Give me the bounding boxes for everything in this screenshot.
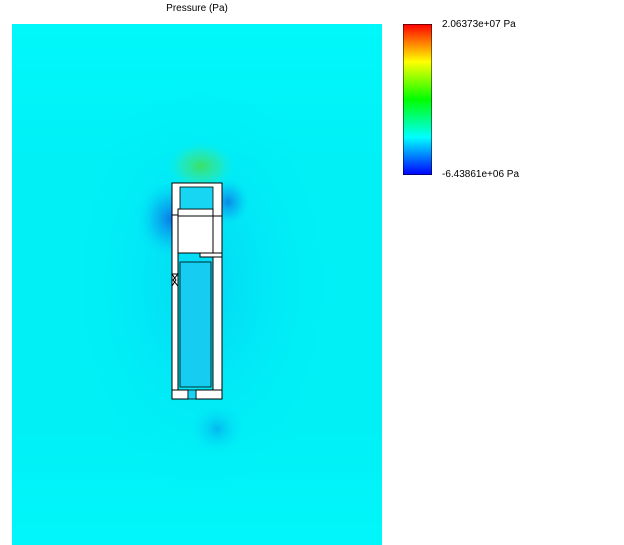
profile-cavities [179,186,214,400]
colorbar-min-label: -6.43861e+06 Pa [442,169,520,180]
profile-right-wall-upper [212,215,223,258]
pressure-field-plot [12,24,382,545]
profile-right-wall-lower [212,256,223,400]
profile-left-notch [171,273,180,400]
low-pressure-bottom [189,403,245,455]
profile-left-wall [171,214,179,275]
colorbar-max-label: 2.06373e+07 Pa [442,19,516,30]
cavity-top [179,186,214,210]
high-pressure-spot [165,140,237,192]
cavity-main [179,261,212,388]
colorbar-gradient [403,24,432,175]
profile-cross-section [171,182,223,400]
profile-top-inner [177,208,214,217]
bottom-gap [187,389,197,400]
profile-mid-ledge [199,252,223,258]
profile-bottom-right-foot [195,389,223,400]
pressure-field-svg [12,24,382,545]
plot-title: Pressure (Pa) [166,3,228,14]
colorbar-svg [403,24,432,175]
profile-bottom-left-foot [171,389,189,400]
colorbar [403,24,432,175]
